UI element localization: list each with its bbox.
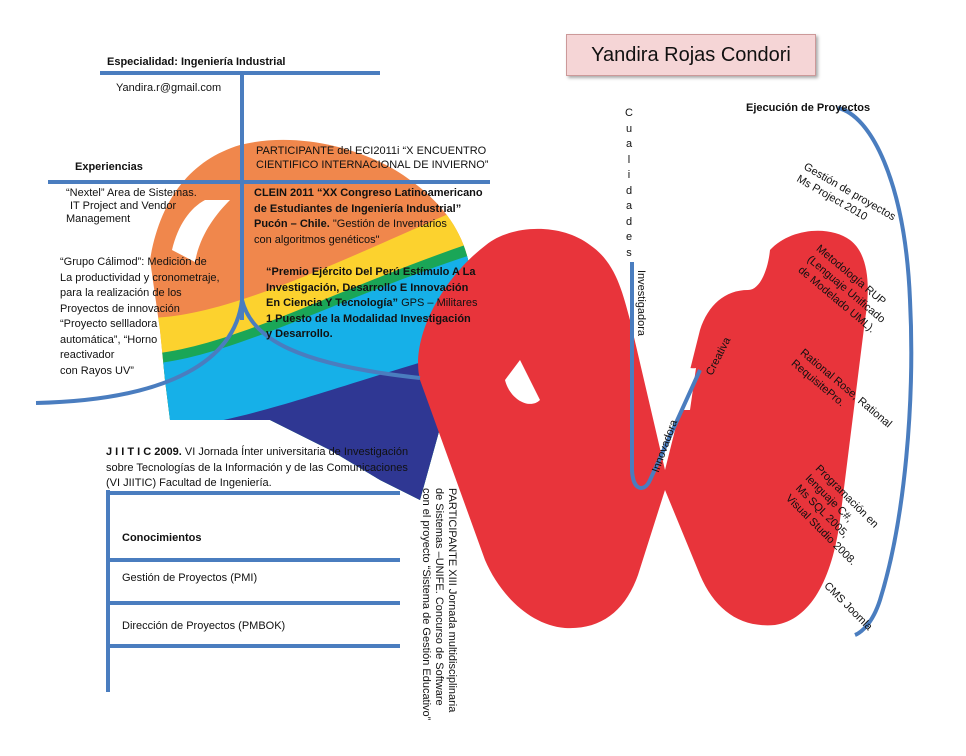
event-unife: PARTICIPANTE XIII Jornada multidisciplin… xyxy=(419,488,458,720)
event-line: y Desarrollo. xyxy=(266,328,333,340)
experience-line: automática”, “Horno xyxy=(60,333,158,346)
projects-title: Ejecución de Proyectos xyxy=(746,102,871,114)
qualities-letter: C xyxy=(625,107,633,119)
event-line: GPS – Militares xyxy=(398,297,478,309)
qualities-letter: d xyxy=(625,184,633,197)
experience-line: IT Project and Vendor xyxy=(70,200,177,212)
experience-line: para la realización de los xyxy=(60,287,182,299)
event-premio: “Premio Ejército Del Perú Estímulo A La … xyxy=(266,265,478,343)
event-line: con algoritmos genéticos" xyxy=(254,233,380,246)
quality-item-investigadora: Investigadora xyxy=(635,270,647,337)
event-line: sobre Tecnologías de la Información y de… xyxy=(106,461,408,474)
qualities-letter: a xyxy=(625,200,633,212)
event-line: VI Jornada Ínter universitaria de Invest… xyxy=(181,446,409,458)
experience-line: Management xyxy=(66,213,131,225)
event-line: PARTICIPANTE XIII Jornada multidisciplin… xyxy=(446,488,458,713)
event-line: En Ciencia Y Tecnología” xyxy=(266,297,399,309)
name-title: Yandira Rojas Condori xyxy=(566,34,816,76)
event-line: Investigación, Desarrollo E Innovación xyxy=(266,281,469,294)
qualities-letter: i xyxy=(627,169,631,181)
event-line: con el proyecto “Sistema de Gestión Educ… xyxy=(420,488,432,721)
event-line: CLEIN 2011 “XX Congreso Latinoamericano xyxy=(254,187,483,199)
event-eci: PARTICIPANTE del ECI2011i “X ENCUENTRO C… xyxy=(256,144,488,172)
event-line: “Premio Ejército Del Perú Estímulo A La xyxy=(266,266,476,278)
event-line: Pucón – Chile. xyxy=(254,218,330,230)
experience-title: Experiencias xyxy=(75,161,143,173)
experience-line: Proyectos de innovación xyxy=(60,302,180,315)
experience-line: “Proyecto sellladora xyxy=(60,318,158,330)
experience-item-calimod: “Grupo Cálimod”: Medición de La producti… xyxy=(60,255,220,379)
experience-line: La productividad y cronometraje, xyxy=(60,271,220,284)
qualities-letter: e xyxy=(625,231,633,243)
experience-line: con Rayos UV” xyxy=(60,364,134,377)
experience-line: reactivador xyxy=(60,349,115,361)
specialty-label: Especialidad: Ingeniería Industrial xyxy=(107,56,286,68)
event-line: de Estudiantes de Ingeniería Industrial” xyxy=(254,202,462,215)
event-line: de Sistemas –UNIFE. Concurso de Software xyxy=(433,488,445,706)
red-w-shape xyxy=(418,228,868,629)
knowledge-item: Dirección de Proyectos (PMBOK) xyxy=(122,620,286,632)
experience-item-nextel: “Nextel” Area de Sistemas. IT Project an… xyxy=(66,187,197,226)
knowledge-item: Gestión de Proyectos (PMI) xyxy=(122,572,258,584)
event-line: 1 Puesto de la Modalidad Investigación xyxy=(266,312,471,325)
qualities-letter: s xyxy=(626,246,632,259)
event-line: PARTICIPANTE del ECI2011i “X ENCUENTRO xyxy=(256,145,487,157)
experience-line: “Grupo Cálimod”: Medición de xyxy=(60,256,207,268)
event-jiitic: J I I T I C 2009. VI Jornada Ínter unive… xyxy=(106,445,408,492)
qualities-letter: u xyxy=(625,122,633,135)
qualities-letter: a xyxy=(625,138,633,150)
knowledge-title: Conocimientos xyxy=(122,532,202,544)
qualities-letter: l xyxy=(627,153,631,166)
event-line: CIENTIFICO INTERNACIONAL DE INVIERNO” xyxy=(256,159,489,171)
event-line: J I I T I C 2009. xyxy=(106,446,182,458)
event-line: (VI JIITIC) Facultad de Ingeniería. xyxy=(106,477,272,489)
experience-line: “Nextel” Area de Sistemas. xyxy=(66,187,197,199)
qualities-title: C u a l i d a d e s xyxy=(624,106,634,261)
email-text[interactable]: Yandira.r@gmail.com xyxy=(116,82,222,94)
connector-lines xyxy=(35,71,914,692)
qualities-letter: d xyxy=(625,215,633,228)
event-clein: CLEIN 2011 “XX Congreso Latinoamericano … xyxy=(254,186,483,248)
event-line: "Gestión de Inventarios xyxy=(329,218,447,230)
